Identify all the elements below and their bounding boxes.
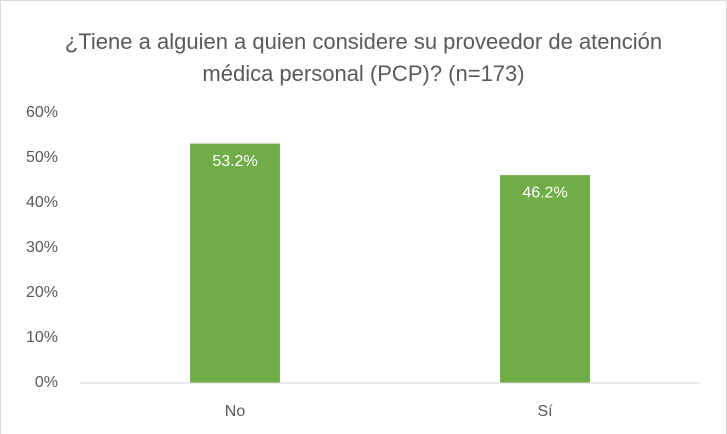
y-tick-label: 0% [35,374,58,391]
data-label: 46.2% [522,184,567,201]
y-tick-label: 50% [26,149,58,166]
y-tick-label: 10% [26,329,58,346]
chart-title: ¿Tiene a alguien a quien considere su pr… [64,29,663,86]
x-tick-label: No [225,403,246,420]
y-tick-label: 40% [26,194,58,211]
bar [190,143,280,383]
x-tick-label: Sí [537,403,553,420]
y-tick-label: 20% [26,284,58,301]
y-tick-label: 30% [26,239,58,256]
data-label: 53.2% [212,153,257,170]
bar [500,175,590,383]
y-tick-label: 60% [26,104,58,121]
